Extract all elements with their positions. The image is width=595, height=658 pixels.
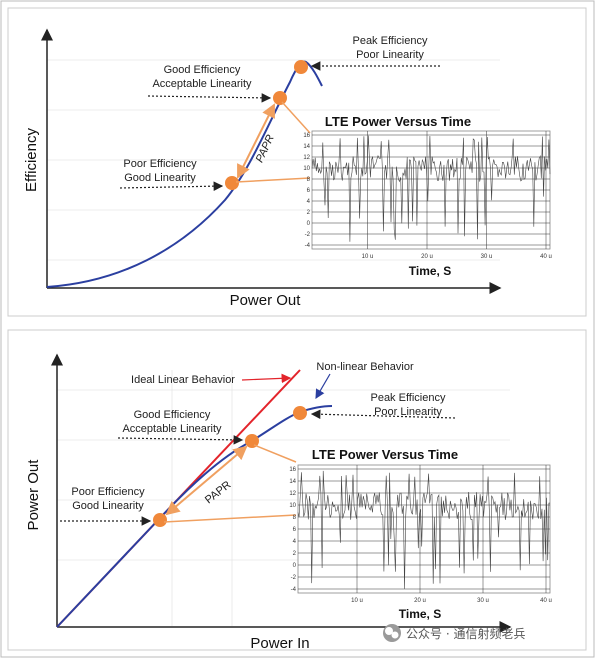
panel2-papr-arrow — [165, 445, 248, 516]
inset-xtick-label: 20 u — [421, 254, 433, 260]
inset-ytick-label: -4 — [305, 243, 311, 249]
panel1-inset-xlabel: Time, S — [409, 264, 451, 278]
inset-ytick-label: 6 — [307, 188, 311, 194]
panel2-grid — [57, 370, 510, 626]
panel2-poor-line1: Poor Efficiency — [71, 486, 145, 498]
panel2-good-pointer — [117, 435, 244, 445]
panel-power: Power Out Power In PAPR Ideal Linear Beh… — [7, 329, 587, 652]
inset-ytick-label: 14 — [289, 479, 296, 485]
inset-xtick-label: 30 u — [477, 598, 489, 604]
panel1-good-pointer — [147, 93, 272, 103]
inset-xtick-label: 10 u — [351, 598, 363, 604]
ideal-linear-label: Ideal Linear Behavior — [131, 374, 235, 386]
panel2-peak-line1: Peak Efficiency — [370, 392, 446, 404]
panel1-marker-good — [273, 91, 287, 105]
inset-ytick-label: 16 — [303, 133, 310, 139]
panel2-connector-top — [253, 444, 297, 463]
panel1-y-axis-label: Efficiency — [23, 128, 40, 192]
panel1-marker-poor — [225, 176, 239, 190]
panel2-inset-xlabel: Time, S — [399, 607, 441, 621]
inset-xtick-label: 20 u — [414, 598, 426, 604]
panel2-marker-poor — [153, 513, 167, 527]
inset-ytick-label: 10 — [289, 503, 296, 509]
panel2-papr-label: PAPR — [203, 479, 233, 506]
inset-ytick-label: 16 — [289, 467, 296, 473]
watermark-text: 公众号 · 通信射频老兵 — [406, 626, 525, 641]
inset-xtick-label: 40 u — [540, 254, 552, 260]
ideal-linear-pointer — [241, 373, 292, 384]
inset-ytick-label: 0 — [307, 221, 311, 227]
panel2-inset: LTE Power Versus Time 1614121086420-2-4 … — [289, 447, 552, 621]
inset-ytick-label: 0 — [293, 563, 297, 569]
panel1-poor-pointer — [119, 181, 224, 191]
panel2-inset-title: LTE Power Versus Time — [312, 447, 458, 462]
panel2-marker-good — [245, 434, 259, 448]
panel1-peak-line1: Peak Efficiency — [352, 35, 428, 47]
inset-xtick-label: 30 u — [481, 254, 493, 260]
inset-ytick-label: 4 — [293, 539, 297, 545]
panel1-inset-title: LTE Power Versus Time — [325, 114, 471, 129]
panel2-good-line2: Acceptable Linearity — [122, 423, 222, 435]
panel2-connector-bottom — [163, 514, 297, 523]
panel2-marker-peak — [293, 406, 307, 420]
watermark: 公众号 · 通信射频老兵 — [383, 624, 525, 642]
panel1-poor-line1: Poor Efficiency — [123, 158, 197, 170]
panel1-good-line1: Good Efficiency — [164, 64, 241, 76]
panel1-connector-top — [281, 101, 311, 134]
panel2-poor-line2: Good Linearity — [72, 500, 144, 512]
panel1-marker-peak — [294, 60, 308, 74]
panel1-good-line2: Acceptable Linearity — [152, 78, 252, 90]
panel1-connector-bottom — [235, 177, 311, 183]
nonlinear-pointer — [315, 373, 331, 400]
panel1-inset: LTE Power Versus Time 1614121086420-2-4 … — [303, 114, 552, 278]
panel1-inset-yticks: 16 14 12 10 8 6 4 2 0 -2 -4 — [303, 133, 310, 249]
panel2-inset-xticks: 10 u 20 u 30 u 40 u — [351, 598, 552, 604]
panel-efficiency: Efficiency Power Out PAPR Peak Efficienc… — [7, 7, 587, 317]
inset-ytick-label: -4 — [291, 587, 297, 593]
inset-xtick-label: 10 u — [362, 254, 374, 260]
nonlinear-label: Non-linear Behavior — [316, 361, 414, 373]
inset-ytick-label: 8 — [293, 515, 297, 521]
panel1-papr-arrow — [237, 103, 275, 179]
panel2-inset-yticks: 16 14 12 10 8 6 4 2 0 -2 -4 — [289, 467, 296, 593]
inset-ytick-label: 12 — [303, 155, 310, 161]
panel1-frame — [7, 7, 587, 317]
inset-ytick-label: -2 — [305, 232, 311, 238]
panel2-x-axis-label: Power In — [250, 635, 309, 652]
inset-xtick-label: 40 u — [540, 598, 552, 604]
inset-ytick-label: 10 — [303, 166, 310, 172]
panel1-inset-xticks: 10 u 20 u 30 u 40 u — [362, 254, 552, 260]
panel2-frame — [7, 329, 587, 651]
panel1-poor-line2: Good Linearity — [124, 172, 196, 184]
inset-ytick-label: 2 — [293, 551, 297, 557]
inset-ytick-label: 6 — [293, 527, 297, 533]
panel2-y-axis-label: Power Out — [25, 459, 42, 531]
inset-ytick-label: 14 — [303, 144, 310, 150]
panel2-good-line1: Good Efficiency — [134, 409, 211, 421]
inset-ytick-label: 12 — [289, 491, 296, 497]
panel2-lte-signal — [297, 470, 550, 589]
panel1-peak-line2: Poor Linearity — [356, 49, 424, 61]
panel1-lte-signal — [311, 135, 551, 242]
inset-ytick-label: 8 — [307, 177, 311, 183]
inset-ytick-label: 2 — [307, 210, 311, 216]
panel2-peak-line2: Poor Linearity — [374, 406, 442, 418]
inset-ytick-label: 4 — [307, 199, 311, 205]
inset-ytick-label: -2 — [291, 575, 297, 581]
panel1-x-axis-label: Power Out — [230, 292, 302, 309]
